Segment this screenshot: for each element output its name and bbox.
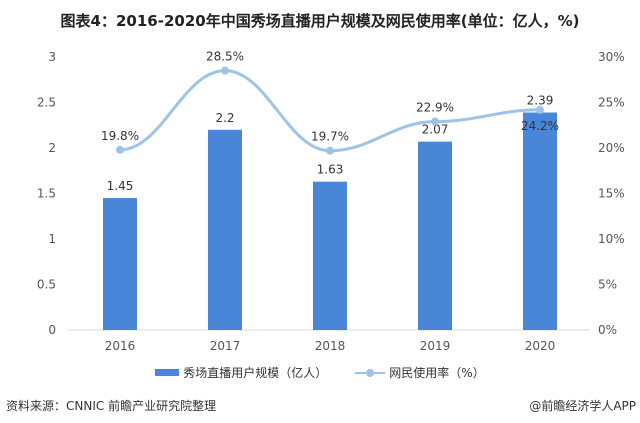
right-tick-label: 25% [598, 96, 625, 110]
rate-data-label: 22.9% [416, 101, 454, 115]
bar-data-label: 2.2 [215, 111, 234, 125]
x-tick-label: 2017 [210, 339, 241, 353]
bar [418, 141, 452, 330]
left-tick-label: 1 [48, 232, 56, 246]
legend-item-line: 网民使用率（%） [355, 364, 485, 381]
right-tick-label: 15% [598, 187, 625, 201]
bar-data-label: 2.39 [527, 94, 554, 108]
bar [313, 181, 347, 330]
legend: 秀场直播用户规模（亿人） 网民使用率（%） [0, 364, 640, 381]
rate-data-label: 24.2% [521, 119, 559, 133]
bar-data-label: 2.07 [422, 123, 449, 137]
rate-data-label: 19.7% [311, 130, 349, 144]
bar [208, 129, 242, 330]
right-tick-label: 30% [598, 50, 625, 64]
rate-point [536, 105, 544, 114]
rate-point [221, 66, 229, 75]
bar-swatch-icon [155, 369, 180, 376]
credit: @前瞻经济学人APP [529, 399, 636, 413]
bar [523, 112, 557, 330]
x-tick-label: 2018 [315, 339, 346, 353]
bar-data-label: 1.63 [317, 163, 344, 177]
legend-label: 秀场直播用户规模（亿人） [183, 366, 328, 380]
rate-line [119, 69, 541, 153]
rate-point [326, 146, 334, 155]
right-tick-label: 10% [598, 232, 625, 246]
right-tick-label: 0% [598, 323, 617, 337]
right-tick-label: 5% [598, 278, 617, 292]
left-tick-label: 2 [48, 141, 56, 155]
rate-data-label: 19.8% [101, 129, 139, 143]
bar [103, 198, 137, 330]
left-tick-label: 0.5 [37, 278, 56, 292]
rate-data-label: 28.5% [206, 50, 244, 64]
left-tick-label: 2.5 [37, 96, 56, 110]
line-swatch-icon [355, 368, 386, 378]
legend-item-bar: 秀场直播用户规模（亿人） [155, 364, 327, 381]
bar-data-label: 1.45 [107, 179, 134, 193]
right-tick-label: 20% [598, 141, 625, 155]
source-note: 资料来源：CNNIC 前瞻产业研究院整理 [6, 399, 217, 413]
chart-title: 图表4：2016-2020年中国秀场直播用户规模及网民使用率(单位：亿人，%) [60, 12, 580, 30]
rate-point [116, 145, 124, 154]
x-tick-label: 2019 [420, 339, 451, 353]
left-tick-label: 3 [48, 50, 56, 64]
x-tick-label: 2016 [105, 339, 136, 353]
legend-label: 网民使用率（%） [389, 366, 485, 380]
rate-point [431, 117, 439, 126]
left-tick-label: 1.5 [37, 187, 56, 201]
chart-plot: 00.511.522.530%5%10%15%20%25%30%2016 2017… [37, 50, 625, 353]
left-tick-label: 0 [48, 323, 56, 337]
x-tick-label: 2020 [525, 339, 556, 353]
